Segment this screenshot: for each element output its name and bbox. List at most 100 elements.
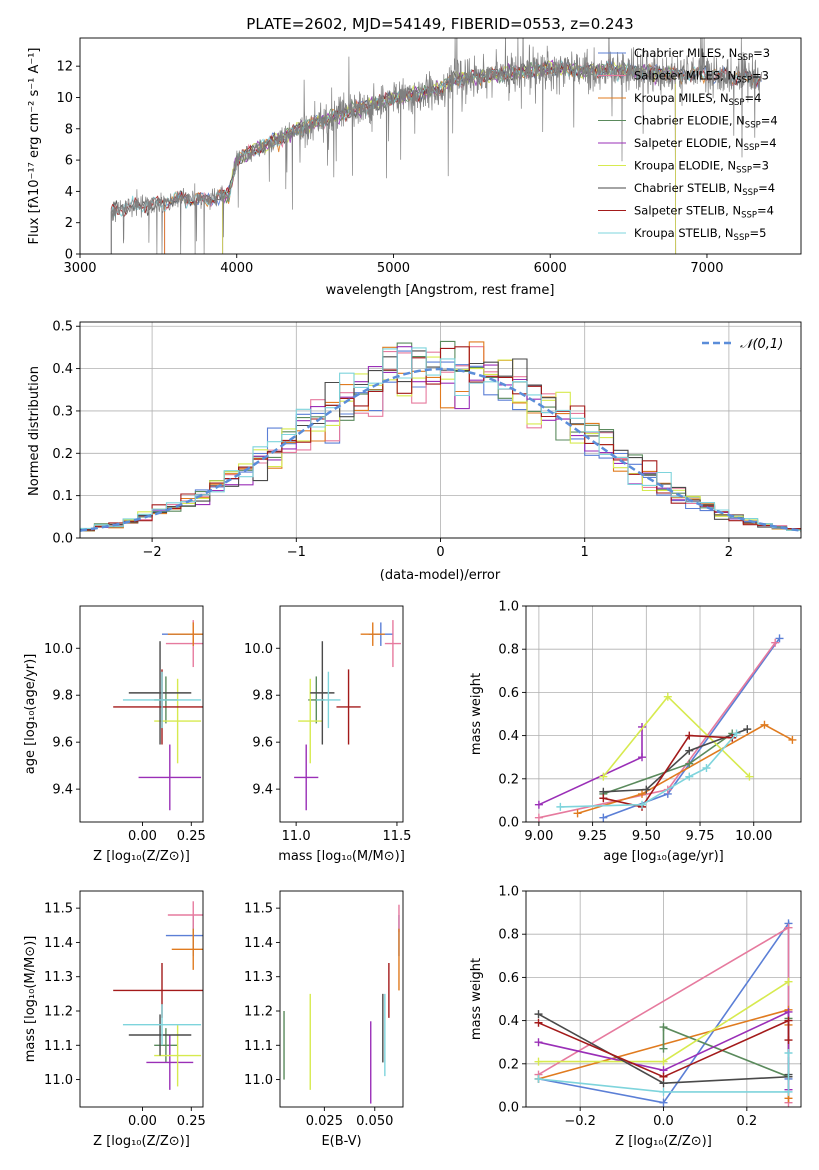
series-marker [784,1087,793,1096]
series-marker [784,977,793,986]
y-tick-label: 0.1 [52,489,73,504]
series-marker [534,1057,543,1066]
legend-label: Salpeter STELIB, NSSP=4 [634,204,774,221]
legend-label: Chabrier MILES, NSSP=3 [634,46,770,63]
series-lines [534,634,797,822]
series-marker [732,729,741,738]
series-line-chabrier-stelib [603,728,748,793]
legend: 𝒩(0,1) [702,337,783,352]
y-tick-label: 0.8 [498,928,519,943]
normal-curve [80,367,801,532]
x-tick-label: −2 [143,545,162,560]
series-marker [685,746,694,755]
y-tick-label: 8 [65,122,73,137]
x-tick-label: 0.25 [177,1114,206,1129]
error-bar-salpeter-miles [167,901,203,929]
series-marker [745,772,754,781]
y-tick-label: 11.0 [244,1073,273,1088]
series-marker [743,725,752,734]
x-tick-label: 9.50 [632,829,661,844]
y-tick-label: 6 [65,154,73,169]
y-tick-label: 11.3 [44,970,73,985]
series-marker [534,1010,543,1019]
series-lines [534,919,793,1107]
y-tick-label: 11.1 [44,1039,73,1054]
series-marker [599,813,608,822]
axes-frame [279,605,404,823]
series-marker [638,800,647,809]
chart-title: PLATE=2602, MJD=54149, FIBERID=0553, z=0… [246,15,633,33]
series-marker [659,1044,668,1053]
y-tick-label: 10.0 [244,642,273,657]
series-marker [556,802,565,811]
x-tick-label: 2 [725,545,733,560]
y-tick-label: 11.4 [244,936,273,951]
x-tick-label: 7000 [690,261,723,276]
series-marker [534,813,543,822]
series-marker [659,1087,668,1096]
y-tick-label: 0.4 [52,362,73,377]
y-tick-label: 11.4 [44,936,73,951]
x-tick-label: 5000 [377,261,410,276]
x-tick-label: 0.00 [128,829,157,844]
x-axis-label: Z [log₁₀(Z/Z⊙)] [615,1134,712,1149]
legend-label: Chabrier ELODIE, NSSP=4 [634,114,778,131]
y-tick-label: 11.2 [244,1005,273,1020]
series-marker [659,1098,668,1107]
mass-vs-metallicity-panel: 0.00 0.25 11.0 11.1 11.2 11.3 11.4 11.5 Z [log₁₀… [23,890,206,1149]
y-axis-label: mass [log₁₀(M/M⊙)] [23,936,38,1063]
histograms [80,340,801,533]
y-tick-label: 0.0 [52,532,73,547]
x-tick-label: 9.25 [578,829,607,844]
series-marker [663,692,672,701]
series-line-salpeter-stelib [538,1019,790,1078]
x-axis-label: E(B-V) [321,1134,361,1149]
x-tick-label: 4000 [220,261,253,276]
series-marker [788,735,797,744]
x-axis-label: (data-model)/error [380,568,501,583]
series-marker [784,1036,793,1045]
y-tick-label: 4 [65,185,73,200]
series-marker [784,923,793,932]
x-axis-label: age [log₁₀(age/yr)] [603,849,724,864]
series-marker [784,1016,793,1025]
series-marker [771,638,780,647]
histogram-ticks: −2 −1 0 1 2 0.0 0.1 0.2 0.3 0.4 0.5 [52,320,733,560]
y-tick-label: 9.4 [52,783,73,798]
axes-frame [525,890,802,1108]
x-tick-label: 0.0 [653,1114,674,1129]
y-tick-label: 0.6 [498,686,519,701]
error-bar-kroupa-stelib [122,1004,202,1046]
weight-vs-metallicity-panel: −0.2 0.0 0.2 0.0 0.2 0.4 0.6 0.8 1.0 Z [log₁₀(Z/Z… [469,885,802,1149]
legend: Chabrier MILES, NSSP=3 Salpeter MILES, NS… [598,46,778,243]
y-tick-label: 1.0 [498,885,519,900]
x-tick-label: 6000 [534,261,567,276]
y-tick-label: 11.3 [244,970,273,985]
series-marker [599,772,608,781]
y-tick-label: 0.2 [498,1057,519,1072]
age-vs-mass-panel: 11.0 11.5 9.4 9.6 9.8 10.0 mass [log₁₀(M/M⊙)] [244,605,411,864]
x-tick-label: 9.00 [524,829,553,844]
legend-label: Kroupa STELIB, NSSP=5 [634,226,766,243]
y-tick-label: 2 [65,216,73,231]
observed-spectrum-line [110,38,763,254]
mass-vs-ebv-panel: 0.025 0.050 11.0 11.1 11.2 11.3 11.4 11.5 E(B-V) [244,890,404,1149]
error-bar-kroupa-miles [167,622,203,646]
y-tick-label: 9.4 [252,783,273,798]
series-marker [534,1038,543,1047]
series-marker [685,772,694,781]
axes-frame [79,605,204,823]
y-tick-label: 10 [56,91,73,106]
spectrum-plot-area [79,37,802,255]
y-tick-label: 11.5 [44,902,73,917]
error-bar-kroupa-stelib [122,671,202,729]
series-marker [659,1072,668,1081]
y-axis-label: Flux [fλ10⁻¹⁷ erg cm⁻² s⁻¹ A⁻¹] [27,48,42,245]
legend-label: Salpeter MILES, NSSP=3 [634,69,769,86]
x-tick-label: 0.00 [128,1114,157,1129]
y-axis-label: Normed distribution [27,366,42,496]
y-tick-label: 1.0 [498,600,519,615]
spectrum-ticks: 3000 4000 5000 6000 7000 0 2 4 6 8 10 12 [56,60,723,276]
error-bar-salpeter-stelib [336,669,361,745]
legend-label: Salpeter ELODIE, NSSP=4 [634,136,777,153]
